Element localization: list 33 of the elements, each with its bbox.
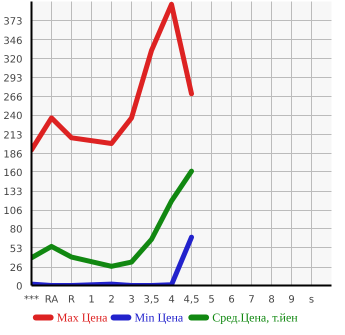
y-tick-label: 53 (10, 244, 23, 255)
y-tick-label: 213 (3, 130, 23, 142)
y-tick-label: 133 (3, 187, 23, 198)
legend-label: Min Цена (134, 310, 184, 324)
y-tick-label: 26 (10, 263, 23, 274)
legend-label: Max Цена (56, 310, 108, 324)
legend-label: Сред.Цена, т.йен (212, 310, 298, 324)
x-tick-label: 3 (128, 294, 135, 306)
x-tick-label: 8 (268, 294, 275, 306)
y-tick-label: 0 (16, 282, 23, 292)
y-tick-label: 80 (10, 224, 23, 236)
x-tick-label: 6 (228, 294, 235, 306)
x-tick-label: 9 (288, 294, 295, 306)
x-tick-label: s (308, 294, 314, 306)
x-tick-label: 4 (168, 294, 175, 306)
x-tick-label: 1 (88, 294, 95, 306)
x-tick-label: *** (24, 294, 39, 306)
y-tick-label: 320 (3, 54, 23, 66)
y-tick-label: 346 (3, 36, 23, 47)
x-tick-label: 5 (208, 294, 215, 306)
x-tick-label: RA (44, 294, 58, 306)
y-tick-label: 293 (3, 73, 23, 84)
y-tick-label: 186 (3, 149, 23, 160)
x-tick-label: 2 (108, 294, 115, 306)
y-tick-label: 373 (3, 16, 23, 28)
y-tick-label: 240 (3, 111, 23, 122)
x-tick-label: 3,5 (144, 294, 160, 306)
x-tick-label: R (68, 294, 76, 306)
x-tick-label: 4,5 (184, 294, 200, 306)
y-tick-label: 266 (3, 92, 23, 104)
y-tick-label: 106 (3, 206, 23, 218)
x-tick-label: 7 (248, 294, 255, 306)
y-tick-label: 160 (3, 168, 23, 179)
